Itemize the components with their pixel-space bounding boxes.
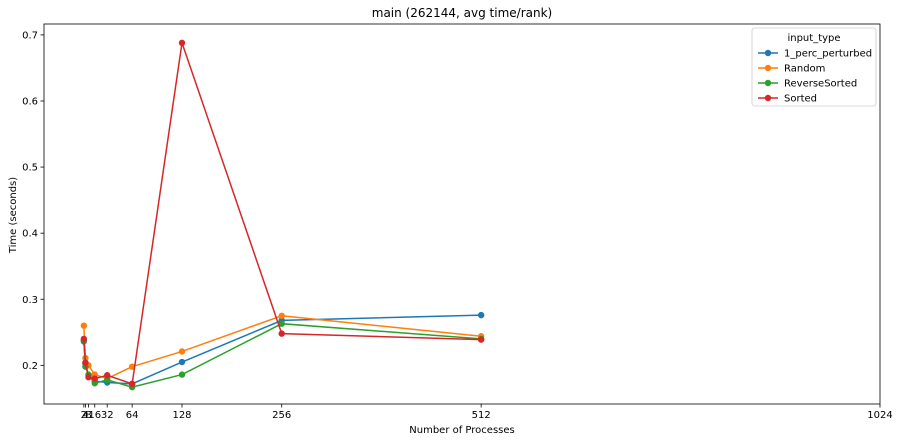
x-tick-label: 512 (472, 410, 491, 421)
chart-title: main (262144, avg time/rank) (372, 6, 552, 20)
legend-title: input_type (787, 33, 840, 44)
y-tick-label: 0.5 (22, 163, 38, 174)
data-point (104, 376, 111, 384)
series-Sorted (80, 39, 485, 388)
series-group (80, 39, 485, 391)
x-tick-label: 8 (85, 410, 91, 421)
x-tick-label: 64 (126, 410, 139, 421)
data-point (278, 330, 285, 337)
legend-swatch-marker (764, 64, 772, 72)
x-tick-label: 16 (88, 410, 101, 421)
data-point (82, 359, 89, 366)
data-point (278, 312, 285, 319)
data-point (278, 320, 285, 327)
legend: input_type 1_perc_perturbed Random ReverseS… (751, 27, 877, 107)
x-tick-label: 128 (172, 410, 191, 421)
legend-swatch-marker (764, 94, 772, 102)
legend-box (751, 27, 877, 107)
data-point (104, 372, 111, 379)
data-point (80, 335, 88, 343)
legend-entry-label: Sorted (784, 94, 817, 105)
plot-area (43, 23, 881, 405)
y-tick-label: 0.4 (22, 229, 38, 240)
data-point (85, 374, 92, 381)
legend-entry-label: 1_perc_perturbed (784, 49, 872, 60)
x-axis-label: Number of Processes (409, 425, 514, 436)
data-point (91, 379, 98, 387)
legend-swatch-marker (764, 79, 772, 87)
data-point (178, 358, 186, 366)
x-tick-label: 32 (101, 410, 114, 421)
data-point (128, 380, 136, 388)
y-tick-label: 0.2 (22, 361, 38, 372)
legend-entry-label: Random (784, 64, 825, 75)
data-point (178, 348, 186, 355)
y-tick-label: 0.3 (22, 295, 38, 306)
y-axis-label: Time (seconds) (8, 177, 19, 254)
y-tick-label: 0.6 (22, 96, 38, 107)
plot-frame (43, 23, 881, 405)
data-point (80, 322, 88, 329)
data-point (178, 39, 186, 47)
data-point (178, 371, 186, 378)
y-tick-label: 0.7 (22, 30, 38, 41)
legend-entry-label: ReverseSorted (784, 79, 857, 90)
x-tick-label: 2 (81, 410, 87, 421)
data-point (477, 336, 485, 343)
x-tick-label: 1024 (867, 410, 892, 421)
data-point (91, 375, 98, 382)
x-tick-label: 256 (272, 410, 291, 421)
y-axis: 0.2 0.3 0.4 0.5 0.6 0.7 (22, 30, 44, 372)
x-tick-label: 4 (82, 410, 88, 421)
data-point (477, 311, 485, 319)
legend-swatch-marker (764, 49, 772, 57)
